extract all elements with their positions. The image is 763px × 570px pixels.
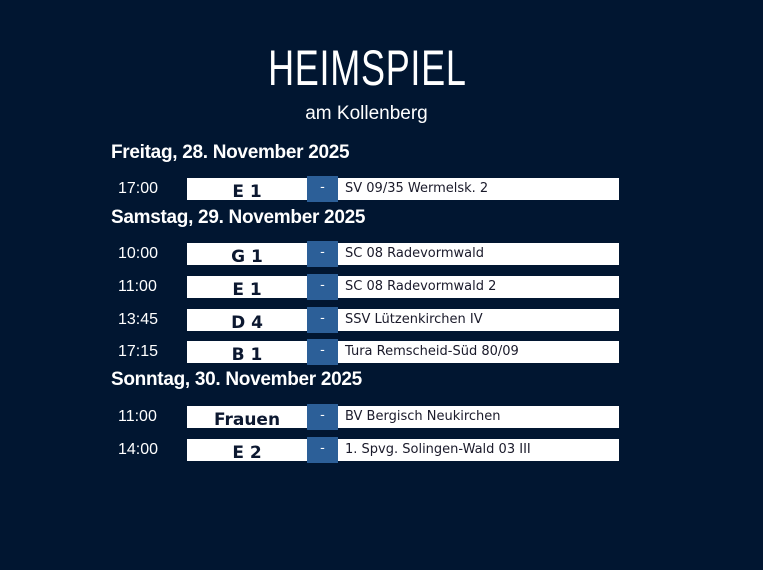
- game-row: 14:00 E 2 - 1. Spvg. Solingen-Wald 03 II…: [0, 437, 763, 463]
- game-row: 10:00 G 1 - SC 08 Radevormwald: [0, 241, 763, 267]
- game-team: E 1: [187, 276, 307, 298]
- game-separator: -: [307, 437, 338, 463]
- game-team: B 1: [187, 341, 307, 363]
- game-team: D 4: [187, 309, 307, 331]
- day-heading: Samstag, 29. November 2025: [111, 207, 366, 228]
- game-team: E 1: [187, 178, 307, 200]
- page-subtitle: am Kollenberg: [305, 103, 428, 124]
- page-title: HEIMSPIEL: [268, 40, 467, 96]
- game-opponent: 1. Spvg. Solingen-Wald 03 III: [338, 439, 619, 461]
- game-separator: -: [307, 404, 338, 430]
- game-time: 17:15: [118, 343, 159, 360]
- day-heading: Freitag, 28. November 2025: [111, 142, 350, 163]
- game-opponent: SSV Lützenkirchen IV: [338, 309, 619, 331]
- game-row: 13:45 D 4 - SSV Lützenkirchen IV: [0, 307, 763, 333]
- game-row: 17:15 B 1 - Tura Remscheid-Süd 80/09: [0, 339, 763, 365]
- game-time: 17:00: [118, 180, 159, 197]
- game-opponent: SV 09/35 Wermelsk. 2: [338, 178, 619, 200]
- game-row: 11:00 Frauen - BV Bergisch Neukirchen: [0, 404, 763, 430]
- day-heading: Sonntag, 30. November 2025: [111, 369, 362, 390]
- game-time: 13:45: [118, 311, 159, 328]
- game-team: G 1: [187, 243, 307, 265]
- game-time: 10:00: [118, 245, 159, 262]
- game-time: 14:00: [118, 441, 159, 458]
- game-time: 11:00: [118, 278, 157, 295]
- game-opponent: BV Bergisch Neukirchen: [338, 406, 619, 428]
- game-team: E 2: [187, 439, 307, 461]
- game-row: 17:00 E 1 - SV 09/35 Wermelsk. 2: [0, 176, 763, 202]
- game-row: 11:00 E 1 - SC 08 Radevormwald 2: [0, 274, 763, 300]
- game-time: 11:00: [118, 408, 157, 425]
- game-separator: -: [307, 339, 338, 365]
- game-separator: -: [307, 241, 338, 267]
- game-separator: -: [307, 307, 338, 333]
- game-separator: -: [307, 176, 338, 202]
- game-opponent: Tura Remscheid-Süd 80/09: [338, 341, 619, 363]
- game-opponent: SC 08 Radevormwald 2: [338, 276, 619, 298]
- game-opponent: SC 08 Radevormwald: [338, 243, 619, 265]
- game-team: Frauen: [187, 406, 307, 428]
- game-separator: -: [307, 274, 338, 300]
